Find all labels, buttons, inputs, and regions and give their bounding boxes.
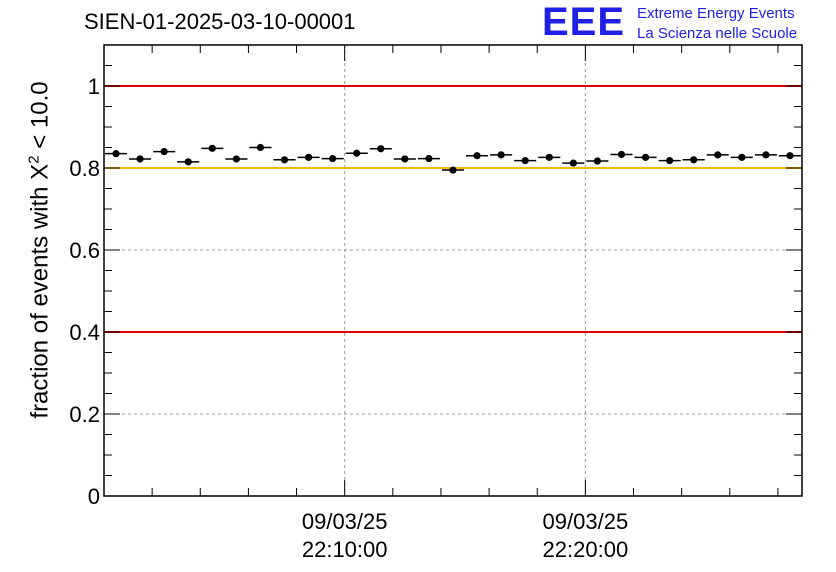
data-point	[377, 145, 385, 153]
y-tick-label: 0.4	[69, 320, 100, 345]
data-point	[617, 150, 626, 159]
data-point	[136, 155, 144, 163]
data-point	[690, 156, 698, 164]
plot-frame	[103, 44, 803, 497]
data-point	[738, 153, 746, 161]
data-point	[497, 151, 505, 159]
y-tick-label: 0	[88, 484, 100, 509]
x-tick-label-date: 09/03/25	[302, 509, 388, 534]
data-point	[786, 152, 794, 160]
logo-line-2: La Scienza nelle Scuole	[637, 25, 798, 42]
data-point	[353, 149, 361, 157]
data-point	[425, 154, 433, 163]
data-point	[593, 157, 602, 165]
data-point	[641, 153, 650, 161]
x-tick-label-time: 22:20:00	[543, 537, 629, 562]
data-point	[208, 144, 216, 152]
data-point	[545, 153, 553, 161]
data-point	[666, 157, 674, 165]
data-point	[762, 151, 770, 159]
data-point	[401, 155, 409, 163]
x-tick-label-time: 22:10:00	[302, 537, 388, 562]
data-point	[160, 148, 168, 156]
data-point	[714, 151, 722, 159]
data-point	[232, 155, 240, 163]
data-point	[329, 154, 337, 163]
data-point	[184, 158, 192, 166]
data-point	[569, 159, 577, 167]
logo-mark: EEE	[542, 0, 626, 44]
y-tick-label: 0.2	[69, 402, 100, 427]
data-point	[449, 166, 457, 174]
data-point	[280, 156, 289, 164]
x-tick-label-date: 09/03/25	[543, 509, 629, 534]
data-point	[304, 153, 313, 161]
y-tick-label: 0.6	[69, 238, 100, 263]
data-point	[256, 143, 265, 152]
y-tick-label: 0.8	[69, 156, 100, 181]
data-point	[473, 152, 481, 160]
logo-line-1: Extreme Energy Events	[637, 5, 795, 22]
data-point	[521, 157, 529, 165]
y-tick-label: 1	[88, 74, 100, 99]
chart-title: SIEN-01-2025-03-10-00001	[84, 9, 356, 34]
data-point	[112, 150, 120, 158]
